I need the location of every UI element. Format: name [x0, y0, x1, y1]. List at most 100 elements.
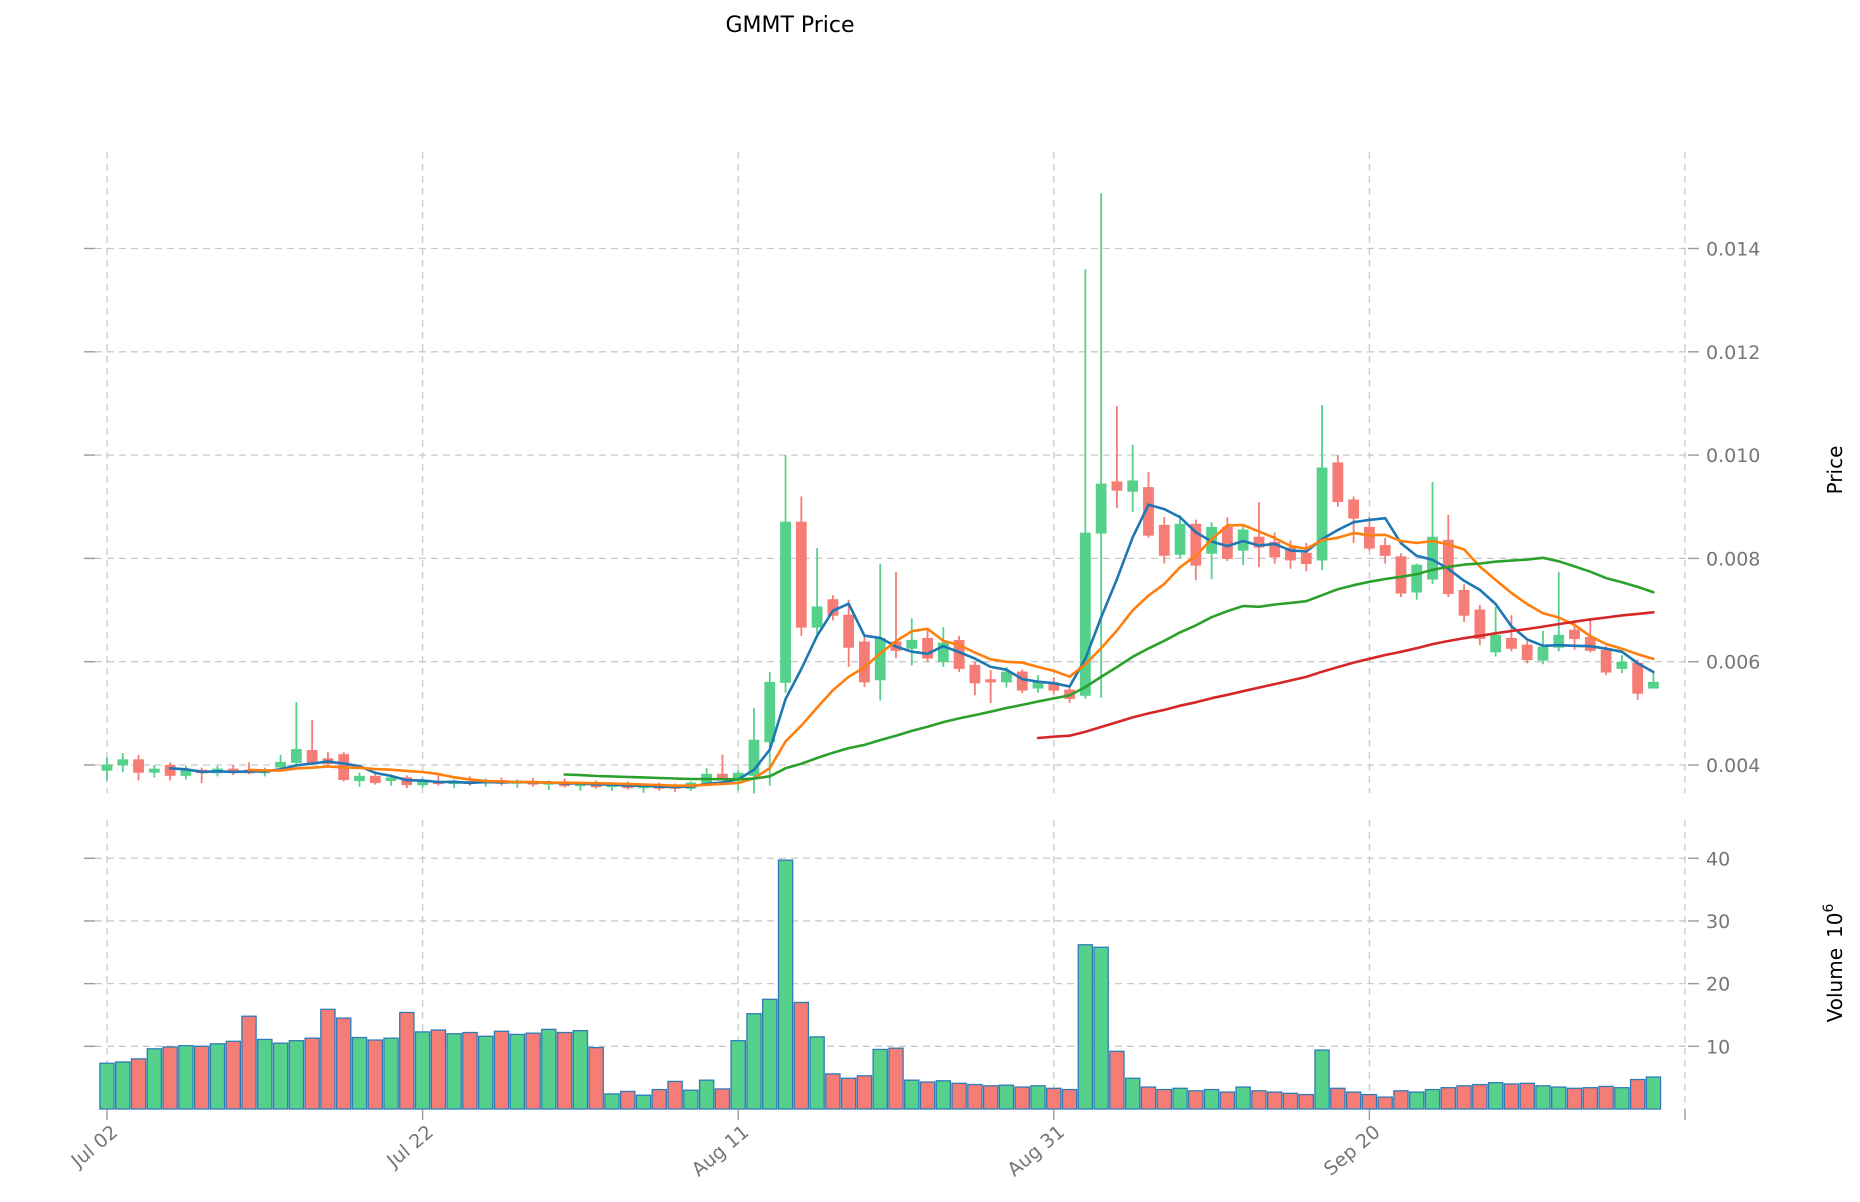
volume-bar: [1408, 1091, 1425, 1110]
volume-bar: [793, 1001, 810, 1110]
volume-bar: [1030, 1085, 1046, 1110]
ma-30-line: [563, 556, 1655, 781]
volume-bar: [998, 1084, 1015, 1110]
volume-bar: [1188, 1090, 1204, 1110]
volume-bar: [1377, 1096, 1393, 1110]
volume-bar: [572, 1030, 589, 1110]
volume-bar: [477, 1035, 494, 1110]
candle-body: [1600, 649, 1612, 673]
candle-body: [1127, 480, 1139, 492]
volume-bar: [525, 1032, 541, 1110]
candle-body: [290, 749, 302, 763]
candle-body: [1648, 681, 1659, 689]
x-tick-label: Jul 02: [67, 1121, 123, 1173]
price-tick-label: 0.004: [1706, 755, 1760, 777]
candle-body: [1332, 462, 1344, 503]
volume-bar: [493, 1030, 510, 1110]
ma-5-line: [168, 503, 1655, 789]
candle-body: [843, 614, 855, 648]
volume-bar: [714, 1088, 731, 1110]
volume-bar: [209, 1043, 226, 1110]
x-tick-label: Sep 20: [1320, 1121, 1385, 1180]
candle-body: [1143, 487, 1154, 536]
volume-bar: [651, 1088, 668, 1110]
price-tick-label: 0.012: [1706, 342, 1760, 364]
volume-bar: [1124, 1077, 1141, 1110]
volume-bar: [777, 859, 794, 1110]
candle-body: [748, 739, 760, 776]
volume-bar: [556, 1031, 573, 1110]
candle-body: [101, 764, 113, 771]
candle-body: [969, 664, 981, 684]
volume-bar: [146, 1048, 163, 1110]
volume-bar: [1424, 1088, 1441, 1110]
volume-bar: [825, 1073, 841, 1110]
candle-body: [1190, 523, 1202, 566]
volume-bar: [414, 1031, 431, 1110]
volume-bar: [1077, 944, 1094, 1110]
candle-body: [1221, 526, 1233, 559]
volume-bar: [840, 1077, 857, 1110]
volume-bar: [1140, 1086, 1157, 1110]
volume-bar: [619, 1090, 636, 1110]
candle-body: [1348, 499, 1360, 519]
volume-tick-label: 40: [1706, 848, 1730, 870]
candle-body: [859, 641, 870, 683]
volume-bar: [446, 1033, 462, 1110]
x-tick-label: Aug 31: [1003, 1121, 1069, 1181]
volume-bar: [1251, 1090, 1267, 1110]
volume-bar: [1046, 1087, 1062, 1110]
candle-body: [1458, 589, 1470, 616]
volume-bar: [1629, 1078, 1646, 1110]
volume-bar: [1314, 1049, 1330, 1110]
candle-body: [1174, 523, 1186, 555]
volume-bar: [162, 1046, 178, 1110]
volume-bar: [1156, 1088, 1173, 1110]
candle-body: [1379, 544, 1391, 556]
candle-body: [906, 640, 918, 649]
x-tick-label: Aug 11: [688, 1121, 754, 1181]
price-tick-label: 0.008: [1706, 548, 1760, 570]
candle-body: [1316, 467, 1328, 561]
volume-bar: [304, 1037, 320, 1110]
volume-bar: [904, 1079, 920, 1110]
candle-body: [1632, 662, 1644, 694]
candle-body: [369, 775, 381, 784]
chart-title: GMMT Price: [725, 13, 854, 38]
volume-bars-layer: [99, 859, 1662, 1110]
candle-body: [1364, 526, 1375, 549]
volume-tick-label: 30: [1706, 911, 1730, 933]
volume-bar: [1519, 1082, 1535, 1110]
volume-tick-label: 10: [1706, 1036, 1730, 1058]
volume-bar: [1266, 1091, 1283, 1110]
volume-bar: [399, 1011, 415, 1110]
volume-bar: [193, 1045, 210, 1110]
candle-body: [354, 775, 365, 781]
volume-bar: [856, 1075, 873, 1110]
candle-body: [937, 642, 949, 663]
candle-body: [306, 750, 318, 763]
candles-layer: [101, 193, 1659, 794]
volume-bar: [967, 1083, 983, 1110]
volume-bar: [1172, 1087, 1188, 1110]
moving-averages-layer: [168, 503, 1655, 789]
candle-body: [1506, 637, 1517, 649]
candle-body: [1111, 481, 1123, 491]
candle-body: [1253, 536, 1265, 548]
volume-bar: [683, 1089, 699, 1110]
candle-body: [985, 679, 997, 683]
volume-bar: [1093, 946, 1109, 1110]
candle-body: [1079, 532, 1091, 696]
candle-body: [275, 761, 286, 768]
candle-body: [1474, 609, 1486, 639]
volume-bar: [1235, 1086, 1251, 1110]
candle-body: [795, 521, 807, 628]
volume-bar: [1566, 1087, 1583, 1110]
candle-body: [1285, 547, 1296, 561]
grid-layer: [95, 152, 1688, 1109]
volume-bar: [99, 1062, 115, 1110]
volume-bar: [872, 1048, 888, 1110]
candle-body: [1001, 671, 1012, 683]
volume-bar: [1440, 1087, 1457, 1110]
volume-bar: [1361, 1093, 1378, 1110]
